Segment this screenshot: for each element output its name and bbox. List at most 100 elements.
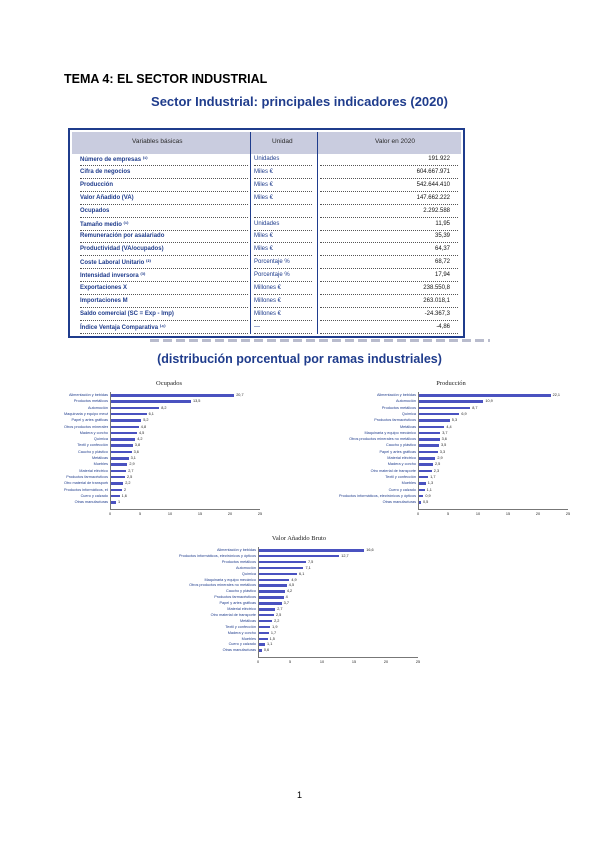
row-value-text: 17,94: [434, 272, 450, 279]
bar: [418, 488, 425, 492]
bar-label: Productos informáticos, electrónicos y ó…: [178, 553, 256, 558]
row-value-text: 238.550,8: [423, 285, 450, 291]
bar-value: 2,5: [127, 474, 133, 479]
bar-label: Material eléctrico: [79, 468, 108, 473]
bar-label: Maquinaria y equipo mecánico: [364, 430, 417, 435]
bar: [418, 438, 440, 441]
bar-label: Automoción: [87, 405, 108, 410]
bar: [418, 475, 429, 479]
bar-value: 4,2: [286, 589, 293, 594]
bar: [258, 631, 269, 635]
column-divider: [250, 132, 251, 334]
bar-value: 1,9: [272, 624, 278, 629]
bar-value: 1,7: [430, 474, 436, 479]
row-variable: Tamaño medio ⁽¹⁾: [80, 221, 248, 231]
bar-value: 12,7: [341, 553, 349, 558]
row-value-text: 2.292.588: [423, 207, 450, 214]
bar-value: 4,5: [139, 430, 145, 435]
row-value-text: 35,39: [434, 233, 450, 240]
header-value: Valor en 2020: [375, 138, 415, 145]
row-value: -24.367,3: [320, 311, 458, 321]
bar-label: Maquinaria y equipo mecánico: [204, 577, 257, 582]
bar-value: 1,6: [121, 493, 127, 498]
bar-value: 22,1: [552, 393, 560, 397]
bar-label: Alimentación y bebidas: [376, 393, 416, 397]
bar-value: 1,3: [427, 481, 434, 486]
row-value-text: 147.662.222: [416, 194, 450, 201]
bar-label: Muebles: [241, 636, 256, 641]
bar-label: Metálicas: [399, 424, 416, 429]
x-tick-label: 15: [351, 660, 357, 665]
table-body: Variables básicas Unidad Valor en 2020 N…: [70, 130, 463, 336]
bar: [110, 444, 133, 447]
bar: [110, 438, 136, 441]
page-number: 1: [296, 790, 302, 800]
x-tick-label: 0: [256, 660, 260, 665]
bar-label: Otras manufacturas: [74, 500, 108, 505]
bar-value: 7,5: [308, 559, 314, 564]
table-row: Valor Añadido (VA) Miles € 147.662.222: [78, 193, 462, 205]
x-tick-label: 10: [475, 512, 481, 517]
bar: [258, 602, 282, 605]
bar-label: Productos farmacéuticos: [214, 595, 256, 600]
bar-label: Otro material de transporte: [210, 612, 256, 617]
bar-value: 16,6: [366, 548, 374, 552]
charts-title: (distribución porcentual por ramas indus…: [157, 352, 442, 366]
bar: [258, 584, 287, 587]
row-value: 11,95: [320, 221, 458, 231]
table-row: Índice Ventaja Comparativa ⁽⁴⁾ — -4,86: [78, 322, 462, 334]
y-axis: [110, 392, 111, 510]
bar-label: Otros productos minerales no metálicos: [349, 437, 416, 442]
bar: [258, 619, 273, 623]
bar-value: 2,7: [128, 468, 134, 473]
bar: [110, 457, 129, 460]
row-variable: Productividad (VA/ocupados): [80, 246, 248, 257]
bar-value: 4,9: [291, 577, 297, 582]
chart-produccion: Producción Alimentación y bebidas 22,1 Auto…: [318, 380, 584, 520]
bar-label: Alimentación y bebidas: [68, 393, 108, 397]
bar: [258, 590, 285, 593]
bar-value: 3,5: [441, 443, 447, 448]
table-row: Remuneración por asalariado Miles € 35,39: [78, 231, 462, 244]
bar-label: Productos metálicos: [73, 399, 108, 404]
bar: [258, 643, 266, 646]
row-unit: Miles €: [254, 246, 312, 257]
row-variable: Número de empresas ⁽¹⁾: [80, 156, 248, 166]
bar-value: 20,7: [236, 393, 244, 397]
bar-value: 4,4: [446, 424, 452, 429]
row-value: 147.662.222: [320, 195, 458, 205]
bar-label: Cuero y calzado: [388, 487, 416, 492]
bar-label: Papel y artes gráficas: [379, 449, 416, 454]
row-unit: Porcentaje %: [254, 272, 312, 283]
bar-value: 2,5: [435, 462, 441, 467]
row-unit: —: [254, 324, 312, 334]
table-row: Importaciones M Millones € 263.018,1: [78, 296, 462, 308]
x-tick-label: 10: [167, 512, 173, 517]
bar-value: 2,9: [437, 456, 443, 460]
bar-value: 2,7: [277, 607, 283, 611]
bar-label: Automoción: [395, 399, 416, 404]
bar: [258, 578, 290, 582]
bar-label: Caucho y plástico: [78, 449, 108, 454]
x-axis: [418, 509, 568, 511]
row-variable: Saldo comercial (SC = Exp - Imp): [80, 311, 248, 321]
bar-value: 2,9: [129, 462, 135, 467]
x-tick-label: 5: [138, 512, 142, 517]
bar: [258, 608, 276, 611]
header-unit: Unidad: [272, 138, 293, 145]
bar-label: Otros productos minerales no metálicos: [189, 583, 256, 588]
bar-label: Muebles: [401, 481, 416, 486]
bar-label: Otros productos minerales no metálicos: [64, 424, 108, 429]
bar: [258, 637, 268, 641]
bar-label: Cuero y calzado: [228, 642, 256, 647]
bar: [418, 457, 436, 460]
bar: [258, 560, 306, 564]
row-variable: Ocupados: [80, 208, 248, 218]
x-tick-label: 25: [257, 512, 263, 517]
chart-ocupados: Ocupados Alimentación y bebidas 20,7 Produc…: [64, 380, 274, 520]
bar: [110, 475, 125, 479]
bar-value: 1,5: [269, 636, 275, 641]
row-variable: Valor Añadido (VA): [80, 195, 248, 205]
bar: [418, 412, 460, 416]
bar-label: Madera y corcho: [79, 430, 108, 435]
